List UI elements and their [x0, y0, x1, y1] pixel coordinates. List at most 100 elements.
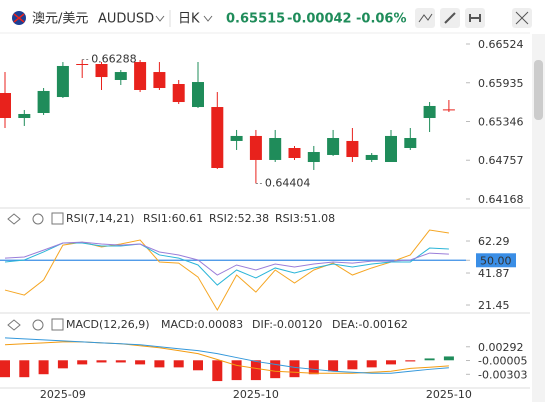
y-tick-label: 41.87	[478, 267, 510, 280]
legend-entry: DEA:-0.00162	[332, 318, 408, 331]
change: -0.00042	[287, 12, 352, 27]
dropdown-arrow[interactable]	[203, 15, 213, 22]
macd-bar	[77, 360, 88, 365]
y-tick-label: 0.64168	[478, 193, 524, 206]
tool-icon	[469, 14, 481, 22]
macd-bar	[115, 360, 126, 363]
macd-bar	[250, 360, 261, 381]
macd-bar	[193, 360, 203, 371]
macd-bar	[386, 360, 396, 365]
indicator-title: RSI(7,14,21)	[66, 212, 134, 225]
legend-entry: MACD:0.00083	[161, 318, 243, 331]
candle-body	[18, 113, 31, 119]
scroll-thumb[interactable]	[534, 60, 543, 120]
y-tick-label: 50.00	[480, 254, 512, 267]
eye-icon[interactable]	[7, 213, 21, 225]
macd-bar	[443, 356, 454, 361]
y-tick-label: 0.66524	[478, 38, 524, 51]
legend-entry: DIF:-0.00120	[252, 318, 322, 331]
scrollbar[interactable]	[532, 34, 545, 402]
flag-cross	[13, 13, 25, 23]
candle-body	[404, 138, 417, 148]
macd-bar	[231, 360, 242, 381]
rsi-line	[4, 241, 449, 276]
macd-bar	[270, 360, 281, 379]
candle-body	[37, 90, 50, 114]
tool-icon	[515, 11, 529, 25]
price: 0.65515	[226, 12, 285, 27]
rsi-line	[4, 242, 449, 286]
candle-body	[327, 138, 340, 155]
candle-body	[153, 72, 166, 89]
y-tick-label: 0.65935	[478, 77, 524, 90]
y-tick-label: -0.00005	[478, 355, 527, 368]
legend-entry: RSI1:60.61	[143, 212, 203, 225]
settings-box[interactable]	[51, 318, 64, 331]
macd-bar	[154, 360, 165, 368]
candle-body	[288, 148, 301, 158]
candle-body	[385, 135, 397, 163]
y-tick-label: 0.65346	[478, 115, 524, 128]
macd-bar	[328, 360, 339, 372]
candle-body	[346, 140, 359, 158]
y-tick-label: 21.45	[478, 299, 510, 312]
change-pct: -0.06%	[356, 12, 407, 27]
candle-body	[442, 109, 455, 111]
macd-bar	[19, 360, 30, 378]
gear-icon[interactable]	[32, 213, 44, 225]
period[interactable]: 日K	[178, 12, 200, 27]
macd-bar	[96, 360, 107, 363]
y-tick-label: 62.29	[478, 235, 510, 248]
macd-bar	[366, 360, 377, 368]
candle-body	[365, 154, 378, 160]
candle-body	[269, 138, 282, 160]
macd-bar	[173, 360, 184, 368]
y-tick-label: -0.00303	[478, 368, 527, 381]
legend-entry: RSI3:51.08	[275, 212, 335, 225]
macd-bar	[405, 360, 416, 362]
pair-symbol: AUDUSD	[98, 12, 154, 27]
candle-body	[172, 84, 185, 103]
candle-body	[192, 82, 204, 108]
x-tick-label: 2025-10	[426, 388, 472, 401]
macd-bar	[57, 360, 68, 369]
gear-icon[interactable]	[32, 319, 44, 331]
candle-body	[230, 135, 243, 141]
macd-bar	[0, 360, 10, 378]
candle-body	[423, 105, 436, 119]
pane-icons	[7, 212, 64, 331]
macd-bar	[38, 360, 49, 375]
macd-bar	[308, 360, 319, 375]
macd-bar	[135, 360, 146, 365]
candle-body	[56, 65, 69, 98]
tick-label-box	[476, 253, 516, 268]
candle-body	[307, 152, 320, 163]
tool-button[interactable]	[415, 8, 435, 28]
x-tick-label: 2025-10	[233, 388, 279, 401]
scroll-track[interactable]	[532, 34, 545, 402]
macd-bar	[424, 358, 435, 361]
dropdown-arrow[interactable]	[155, 15, 165, 22]
macd-bar	[347, 360, 358, 370]
legend-entry: RSI2:52.38	[209, 212, 269, 225]
indicator-title: MACD(12,26,9)	[66, 318, 150, 331]
settings-box[interactable]	[51, 212, 64, 225]
macd-line	[4, 337, 449, 374]
candle-body	[95, 64, 108, 78]
eye-icon[interactable]	[7, 319, 21, 331]
macd-bar	[212, 360, 223, 382]
pair-name: 澳元/美元	[32, 11, 88, 27]
candle-body	[76, 64, 89, 66]
candle-body	[114, 72, 127, 80]
high-label: 0.66288	[91, 53, 137, 66]
candle-body	[0, 93, 11, 119]
x-tick-label: 2025-09	[40, 388, 86, 401]
toolbar: 澳元/美元 AUDUSD 日K 0.65515 -0.00042 -0.06%	[0, 8, 532, 34]
y-tick-label: 0.64757	[478, 154, 524, 167]
candle-body	[134, 62, 147, 90]
tool-icon	[418, 13, 433, 23]
macd-bar	[289, 360, 300, 378]
candle-body	[249, 135, 262, 160]
